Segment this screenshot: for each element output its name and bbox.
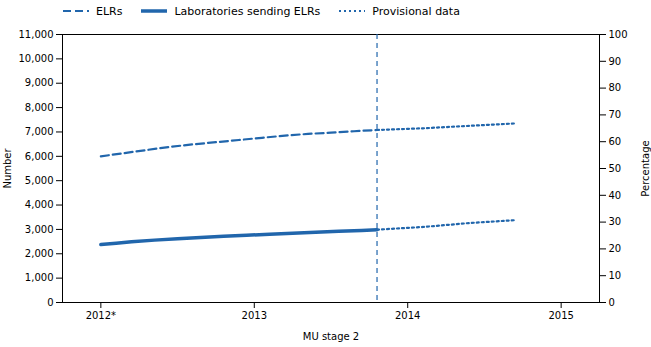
- svg-text:0: 0: [47, 297, 53, 308]
- svg-text:11,000: 11,000: [19, 29, 54, 40]
- svg-text:3,000: 3,000: [25, 224, 54, 235]
- svg-text:2,000: 2,000: [25, 248, 54, 259]
- html-text:ELRs: ELRs: [96, 4, 123, 18]
- svg-text:Percentage: Percentage: [640, 140, 651, 196]
- svg-text:2015: 2015: [548, 310, 573, 321]
- svg-text:20: 20: [609, 243, 622, 254]
- svg-text:2013: 2013: [242, 310, 267, 321]
- svg-text:MU stage 2: MU stage 2: [303, 331, 359, 342]
- svg-text:90: 90: [609, 56, 622, 67]
- svg-text:8,000: 8,000: [25, 102, 54, 113]
- svg-text:Number: Number: [2, 148, 13, 189]
- svg-text:60: 60: [609, 136, 622, 147]
- svg-text:10,000: 10,000: [19, 53, 54, 64]
- html-text:Provisional data: Provisional data: [372, 4, 460, 18]
- html-text:Laboratories sending ELRs: Laboratories sending ELRs: [174, 4, 321, 18]
- svg-text:2012*: 2012*: [86, 310, 116, 321]
- svg-text:7,000: 7,000: [25, 126, 54, 137]
- svg-text:2014: 2014: [395, 310, 420, 321]
- svg-text:5,000: 5,000: [25, 175, 54, 186]
- svg-text:80: 80: [609, 82, 622, 93]
- svg-text:30: 30: [609, 216, 622, 227]
- svg-text:100: 100: [609, 29, 628, 40]
- svg-text:1,000: 1,000: [25, 272, 54, 283]
- svg-text:0: 0: [609, 297, 615, 308]
- svg-text:50: 50: [609, 163, 622, 174]
- svg-text:10: 10: [609, 270, 622, 281]
- svg-text:6,000: 6,000: [25, 151, 54, 162]
- svg-text:40: 40: [609, 190, 622, 201]
- svg-text:9,000: 9,000: [25, 77, 54, 88]
- svg-text:70: 70: [609, 109, 622, 120]
- svg-text:4,000: 4,000: [25, 199, 54, 210]
